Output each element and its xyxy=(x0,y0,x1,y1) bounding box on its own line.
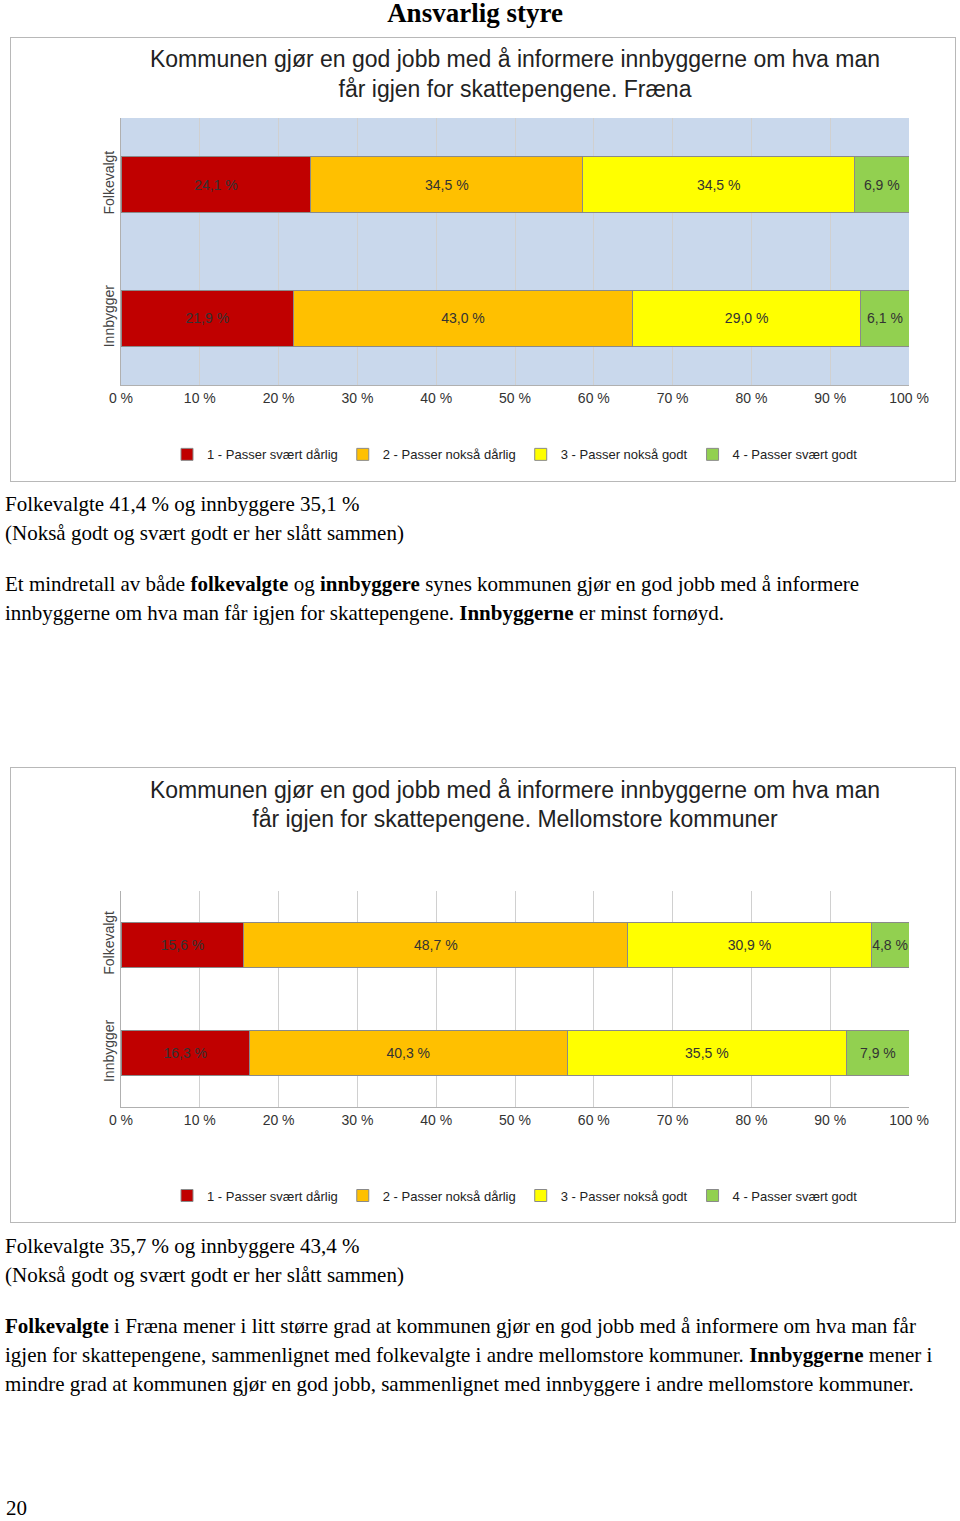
svg-text:4,8 %: 4,8 % xyxy=(872,937,908,953)
svg-text:100 %: 100 % xyxy=(889,390,929,406)
svg-text:Folkevalgt: Folkevalgt xyxy=(101,151,117,215)
svg-text:3 - Passer nokså godt: 3 - Passer nokså godt xyxy=(561,1189,688,1204)
html-text:Folkevalgte 41,4 % og innbygge: Folkevalgte 41,4 % og innbyggere 35,1 % xyxy=(5,492,360,516)
svg-text:2 - Passer nokså dårlig: 2 - Passer nokså dårlig xyxy=(383,1189,516,1204)
svg-text:90 %: 90 % xyxy=(814,1112,846,1128)
svg-text:70 %: 70 % xyxy=(657,1112,689,1128)
svg-text:35,5 %: 35,5 % xyxy=(685,1045,729,1061)
svg-text:0 %: 0 % xyxy=(109,1112,133,1128)
html-text:(Nokså godt og svært godt er h: (Nokså godt og svært godt er her slått s… xyxy=(5,1263,404,1287)
svg-text:2 - Passer nokså dårlig: 2 - Passer nokså dårlig xyxy=(383,447,516,462)
html-text:(Nokså godt og svært godt er h: (Nokså godt og svært godt er her slått s… xyxy=(5,521,404,545)
svg-text:24,1 %: 24,1 % xyxy=(194,177,238,193)
html-text:Folkevalgte 35,7 % og innbygge: Folkevalgte 35,7 % og innbyggere 43,4 % xyxy=(5,1234,360,1258)
svg-text:43,0 %: 43,0 % xyxy=(441,310,485,326)
svg-text:34,5 %: 34,5 % xyxy=(425,177,469,193)
svg-text:6,9 %: 6,9 % xyxy=(864,177,900,193)
svg-text:100 %: 100 % xyxy=(889,1112,929,1128)
svg-text:0 %: 0 % xyxy=(109,390,133,406)
svg-text:Kommunen gjør en god jobb med: Kommunen gjør en god jobb med å informer… xyxy=(150,777,880,833)
svg-text:4 - Passer svært godt: 4 - Passer svært godt xyxy=(733,447,858,462)
svg-text:50 %: 50 % xyxy=(499,1112,531,1128)
html-text:Et mindretall av både folkeval: Et mindretall av både folkevalgte og inn… xyxy=(5,572,859,625)
svg-text:6,1 %: 6,1 % xyxy=(867,310,903,326)
svg-text:90 %: 90 % xyxy=(814,390,846,406)
svg-text:16,3 %: 16,3 % xyxy=(163,1045,207,1061)
svg-text:7,9 %: 7,9 % xyxy=(860,1045,896,1061)
svg-text:50 %: 50 % xyxy=(499,390,531,406)
svg-text:Folkevalgt: Folkevalgt xyxy=(101,911,117,975)
html-text:Folkevalgte i Fræna mener i li: Folkevalgte i Fræna mener i litt større … xyxy=(5,1314,933,1396)
svg-text:3 - Passer nokså godt: 3 - Passer nokså godt xyxy=(561,447,688,462)
svg-text:40 %: 40 % xyxy=(420,1112,452,1128)
svg-text:21,9 %: 21,9 % xyxy=(185,310,229,326)
svg-text:80 %: 80 % xyxy=(735,390,767,406)
svg-text:80 %: 80 % xyxy=(735,1112,767,1128)
svg-text:29,0 %: 29,0 % xyxy=(725,310,769,326)
svg-text:30 %: 30 % xyxy=(341,1112,373,1128)
svg-text:1 - Passer svært dårlig: 1 - Passer svært dårlig xyxy=(207,1189,338,1204)
svg-text:20 %: 20 % xyxy=(263,390,295,406)
svg-text:40,3 %: 40,3 % xyxy=(386,1045,430,1061)
svg-text:60 %: 60 % xyxy=(578,390,610,406)
svg-text:34,5 %: 34,5 % xyxy=(697,177,741,193)
svg-text:30 %: 30 % xyxy=(341,390,373,406)
svg-text:70 %: 70 % xyxy=(657,390,689,406)
svg-text:Innbygger: Innbygger xyxy=(101,285,117,348)
svg-text:15,6 %: 15,6 % xyxy=(161,937,205,953)
svg-text:48,7 %: 48,7 % xyxy=(414,937,458,953)
svg-text:40 %: 40 % xyxy=(420,390,452,406)
svg-text:Kommunen gjør en god jobb med: Kommunen gjør en god jobb med å informer… xyxy=(150,46,880,102)
svg-text:20 %: 20 % xyxy=(263,1112,295,1128)
svg-text:1 - Passer svært dårlig: 1 - Passer svært dårlig xyxy=(207,447,338,462)
svg-text:30,9 %: 30,9 % xyxy=(728,937,772,953)
svg-text:10 %: 10 % xyxy=(184,390,216,406)
html-text:20: 20 xyxy=(6,1496,27,1520)
svg-text:Innbygger: Innbygger xyxy=(101,1019,117,1082)
svg-text:4 - Passer svært godt: 4 - Passer svært godt xyxy=(733,1189,858,1204)
svg-text:10 %: 10 % xyxy=(184,1112,216,1128)
svg-text:60 %: 60 % xyxy=(578,1112,610,1128)
